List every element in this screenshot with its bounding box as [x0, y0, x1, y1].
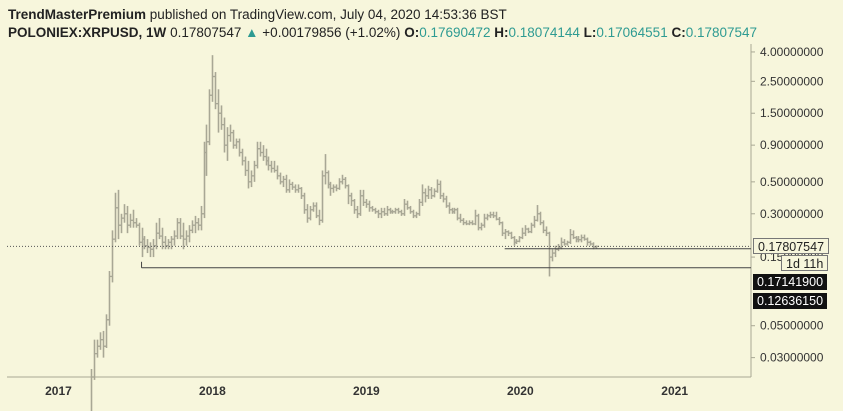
chart-header: TrendMasterPremium published on TradingV…: [8, 4, 835, 42]
price-tick-label: 0.90000000: [760, 138, 824, 152]
time-tick-label: 2017: [45, 384, 72, 398]
price-tick-label: 4.00000000: [760, 45, 824, 59]
last-price: 0.17807547: [170, 25, 242, 40]
time-tick-label: 2018: [199, 384, 226, 398]
level-price-label: 0.17141900: [753, 274, 828, 291]
open-label: O:: [404, 25, 420, 40]
high-label: H:: [494, 25, 509, 40]
bar-countdown-label: 1d 11h: [781, 255, 829, 272]
price-tick-label: 2.50000000: [760, 74, 824, 88]
time-tick-label: 2021: [661, 384, 688, 398]
high-value: 0.18074144: [508, 25, 580, 40]
change-up-icon: ▲: [245, 25, 259, 40]
publication-info: published on TradingView.com, July 04, 2…: [146, 7, 507, 22]
close-label: C:: [671, 25, 686, 40]
timeframe-label[interactable]: 1W: [146, 25, 167, 40]
price-change: +0.00179856 (+1.02%): [262, 25, 401, 40]
price-tick-label: 0.30000000: [760, 207, 824, 221]
price-tick-label: 0.05000000: [760, 319, 824, 333]
close-value: 0.17807547: [685, 25, 758, 40]
low-value: 0.17064551: [596, 25, 668, 40]
price-tick-label: 0.50000000: [760, 175, 824, 189]
low-label: L:: [583, 25, 597, 40]
time-tick-label: 2020: [507, 384, 534, 398]
time-tick-label: 2019: [353, 384, 380, 398]
symbol-label[interactable]: POLONIEX:XRPUSD,: [8, 25, 143, 40]
price-tick-label: 1.50000000: [760, 106, 824, 120]
price-tick-label: 0.03000000: [760, 351, 824, 365]
open-value: 0.17690472: [419, 25, 491, 40]
author-name[interactable]: TrendMasterPremium: [8, 7, 147, 22]
ohlc-legend: POLONIEX:XRPUSD, 1W 0.17807547 ▲ +0.0017…: [8, 25, 757, 40]
level-price-label: 0.12636150: [753, 293, 828, 310]
current-price-label: 0.17807547: [753, 238, 830, 255]
publication-line: TrendMasterPremium published on TradingV…: [8, 7, 507, 22]
